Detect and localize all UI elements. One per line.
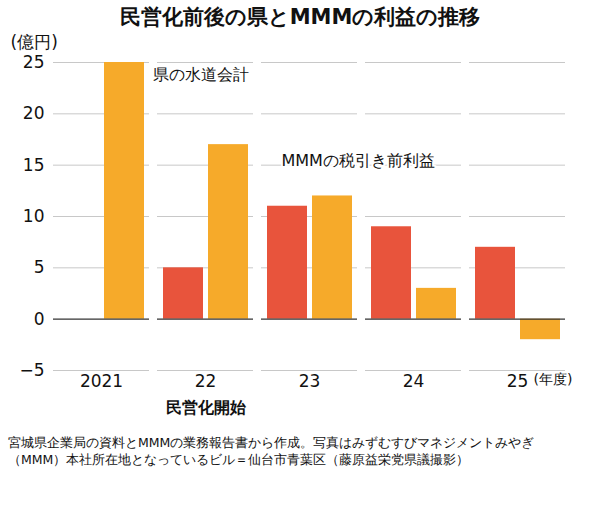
svg-text:MMMの税引き前利益: MMMの税引き前利益 bbox=[282, 151, 435, 170]
svg-text:25: 25 bbox=[23, 52, 45, 72]
svg-text:5: 5 bbox=[34, 257, 45, 277]
svg-text:20: 20 bbox=[23, 103, 45, 123]
svg-text:15: 15 bbox=[23, 155, 45, 175]
html-text:宮城県企業局の資料とMMMの業務報告書から作成。写真はみずむ: 宮城県企業局の資料とMMMの業務報告書から作成。写真はみずむすびマネジメントみや… bbox=[8, 435, 535, 467]
svg-text:0: 0 bbox=[34, 309, 45, 329]
svg-text:民営化開始: 民営化開始 bbox=[166, 398, 247, 417]
svg-text:23: 23 bbox=[299, 371, 321, 391]
svg-text:−5: −5 bbox=[19, 360, 44, 380]
svg-text:県の水道会計: 県の水道会計 bbox=[153, 65, 249, 84]
svg-text:24: 24 bbox=[403, 371, 425, 391]
svg-text:25: 25 bbox=[507, 371, 529, 391]
svg-text:(億円): (億円) bbox=[11, 32, 58, 52]
svg-text:22: 22 bbox=[195, 371, 217, 391]
html-text:民営化前後の県とMMMの利益の推移: 民営化前後の県とMMMの利益の推移 bbox=[119, 5, 481, 29]
svg-text:10: 10 bbox=[23, 206, 45, 226]
svg-text:2021: 2021 bbox=[80, 371, 123, 391]
svg-text:(年度): (年度) bbox=[534, 371, 573, 387]
